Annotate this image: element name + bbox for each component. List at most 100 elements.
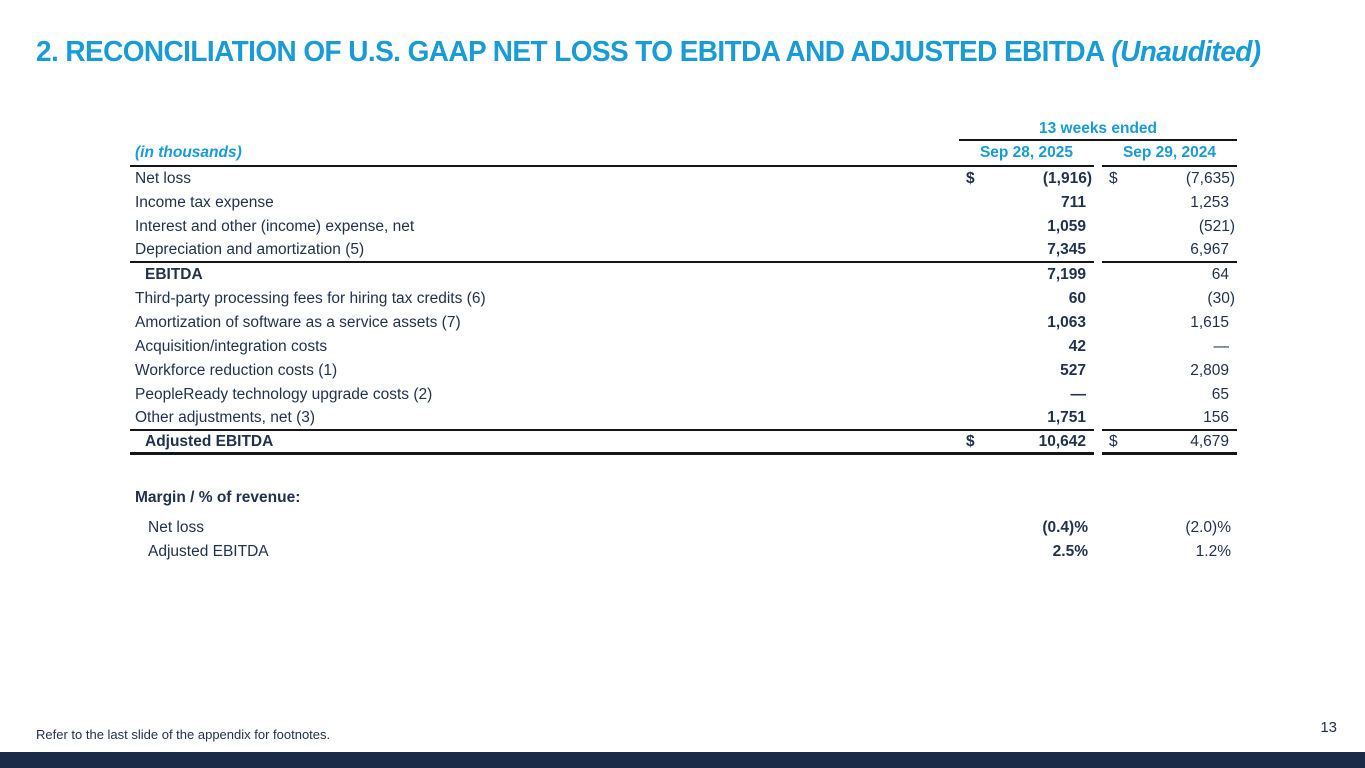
value-text-2025: 10,642 — [1038, 432, 1086, 450]
value-2024: 156 — [1102, 407, 1237, 431]
value-2024: 65 — [1102, 383, 1237, 407]
value-text-2025: 527 — [1060, 362, 1086, 379]
table-row: Interest and other (income) expense, net… — [130, 215, 1237, 239]
column-gap — [1094, 141, 1102, 167]
value-text-2025: — — [1070, 386, 1087, 403]
column-gap — [1094, 407, 1102, 431]
value-2025: 1,751 — [959, 407, 1094, 429]
table-row: Acquisition/integration costs 42 — — [130, 335, 1237, 359]
value-2024: 1.2% — [1102, 540, 1237, 564]
value-text-2024: 1.2% — [1195, 543, 1231, 560]
column-gap — [1094, 167, 1102, 191]
value-text-2024: 65 — [1211, 386, 1229, 403]
row-label: Amortization of software as a service as… — [135, 314, 461, 331]
value-2025: 527 — [959, 359, 1094, 383]
page-title-text: 2. RECONCILIATION OF U.S. GAAP NET LOSS … — [36, 36, 1105, 68]
column-gap — [1094, 516, 1102, 540]
row-label: EBITDA — [145, 266, 203, 283]
value-2024: 1,253 — [1102, 191, 1237, 215]
row-label: Net loss — [148, 519, 204, 536]
value-text-2025: 1,751 — [1047, 409, 1086, 426]
row-label: Income tax expense — [135, 194, 274, 211]
value-2024: $ (7,635) — [1102, 167, 1237, 191]
value-text-2025: 60 — [1068, 290, 1086, 307]
value-2024: 6,967 — [1102, 239, 1237, 263]
value-2025: 42 — [959, 335, 1094, 359]
page-title: 2. RECONCILIATION OF U.S. GAAP NET LOSS … — [36, 36, 1261, 69]
value-2025: 711 — [959, 191, 1094, 215]
column-gap — [1094, 311, 1102, 335]
dollar-sign: $ — [1109, 170, 1118, 187]
dollar-sign: $ — [966, 170, 975, 187]
row-label: Depreciation and amortization (5) — [135, 241, 365, 258]
value-2025: 1,063 — [959, 311, 1094, 335]
table-row: Income tax expense 711 1,253 — [130, 191, 1237, 215]
value-2024: (30) — [1102, 287, 1237, 311]
value-text-2024: 64 — [1211, 266, 1229, 283]
value-2025: $ (1,916) — [959, 167, 1094, 191]
units-label: (in thousands) — [135, 144, 242, 161]
value-text-2024: 1,615 — [1190, 314, 1229, 331]
dollar-sign: $ — [966, 432, 975, 450]
table-row: Net loss $ (1,916) $ (7,635) — [130, 167, 1237, 191]
row-label: Other adjustments, net (3) — [135, 409, 316, 426]
column-gap — [1094, 383, 1102, 407]
value-2025: (0.4)% — [959, 516, 1094, 540]
value-text-2025: 42 — [1068, 338, 1086, 355]
column-header-row: (in thousands) Sep 28, 2025 Sep 29, 2024 — [130, 141, 1237, 167]
value-2024: $ 4,679 — [1102, 431, 1237, 455]
table-row: EBITDA 7,199 64 — [130, 263, 1237, 287]
value-2024: (2.0)% — [1102, 516, 1237, 540]
row-label: Adjusted EBITDA — [148, 543, 269, 560]
period-header-spacer — [130, 119, 959, 141]
value-text-2024: 4,679 — [1190, 432, 1229, 450]
value-2025: 60 — [959, 287, 1094, 311]
value-text-2025: 1,063 — [1047, 314, 1086, 331]
footnote: Refer to the last slide of the appendix … — [36, 727, 331, 742]
row-label: Acquisition/integration costs — [135, 338, 328, 355]
row-label: Interest and other (income) expense, net — [135, 218, 415, 235]
value-2024: (521) — [1102, 215, 1237, 239]
table-row: Net loss (0.4)% (2.0)% — [130, 516, 1237, 540]
column-gap — [1094, 215, 1102, 239]
value-text-2024: (2.0)% — [1185, 519, 1231, 536]
row-label: Workforce reduction costs (1) — [135, 362, 338, 379]
value-text-2025: 711 — [1060, 194, 1086, 211]
value-2024: 2,809 — [1102, 359, 1237, 383]
value-text-2024: (30) — [1207, 290, 1235, 307]
margin-section: Margin / % of revenue: Net loss (0.4)% (… — [130, 486, 1237, 564]
value-text-2025: (0.4)% — [1042, 519, 1088, 536]
column-gap — [1094, 431, 1102, 455]
dollar-sign: $ — [1109, 432, 1118, 450]
value-2025: $ 10,642 — [959, 431, 1094, 452]
row-label: Adjusted EBITDA — [145, 432, 274, 450]
row-label: PeopleReady technology upgrade costs (2) — [135, 386, 433, 403]
value-text-2025: 7,199 — [1047, 266, 1086, 283]
column-gap — [1094, 239, 1102, 263]
value-2025: 7,199 — [959, 263, 1094, 287]
column-gap — [1094, 335, 1102, 359]
value-2024: — — [1102, 335, 1237, 359]
table-row: Other adjustments, net (3) 1,751 156 — [130, 407, 1237, 431]
table-row: Amortization of software as a service as… — [130, 311, 1237, 335]
period-header-row: 13 weeks ended — [130, 119, 1237, 141]
margin-rows: Net loss (0.4)% (2.0)% Adjusted EBITDA 2… — [130, 516, 1237, 564]
page-title-unaudited: (Unaudited) — [1111, 36, 1261, 68]
table-row: Third-party processing fees for hiring t… — [130, 287, 1237, 311]
bottom-bar — [0, 752, 1365, 768]
column-header-2024: Sep 29, 2024 — [1102, 141, 1237, 167]
value-2025: 7,345 — [959, 239, 1094, 261]
table-row: PeopleReady technology upgrade costs (2)… — [130, 383, 1237, 407]
value-2024: 64 — [1102, 263, 1237, 287]
table-row: Depreciation and amortization (5) 7,345 … — [130, 239, 1237, 263]
column-gap — [1094, 263, 1102, 287]
margin-section-header: Margin / % of revenue: — [135, 489, 301, 506]
value-text-2024: 156 — [1203, 409, 1229, 426]
period-header: 13 weeks ended — [959, 119, 1237, 141]
value-2025: 2.5% — [959, 540, 1094, 564]
column-gap — [1094, 191, 1102, 215]
value-text-2024: 1,253 — [1190, 194, 1229, 211]
value-text-2025: 7,345 — [1047, 241, 1086, 258]
value-2025: 1,059 — [959, 215, 1094, 239]
column-gap — [1094, 540, 1102, 564]
